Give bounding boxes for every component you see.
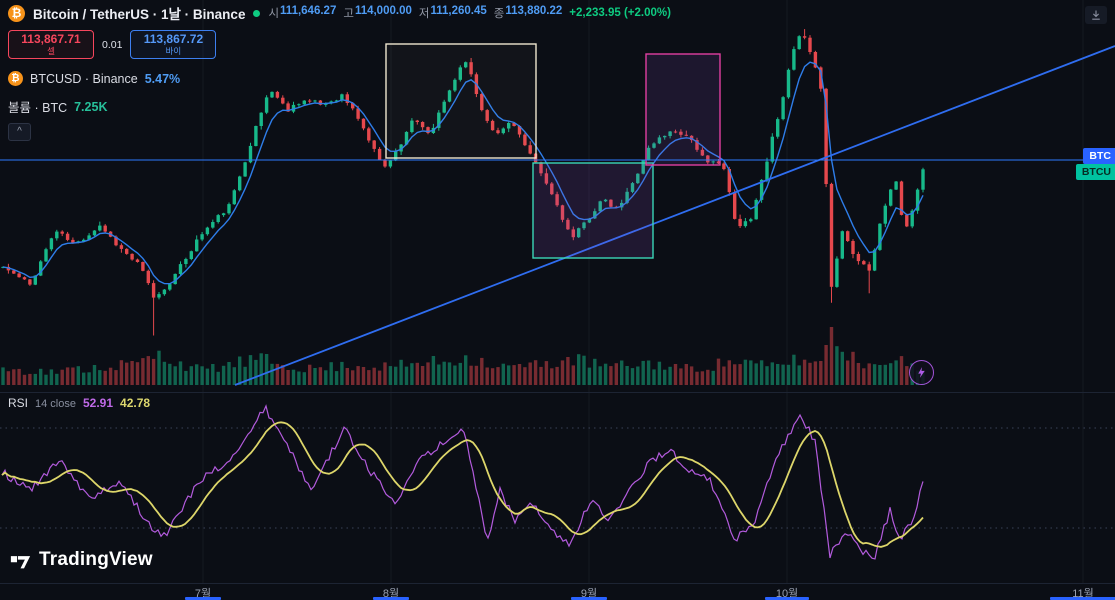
- high-value: 114,000.00: [354, 5, 412, 17]
- rsi-indicator-legend[interactable]: RSI 14 close 52.91 42.78: [8, 396, 150, 410]
- volume-value: 7.25K: [74, 99, 108, 114]
- buy-button[interactable]: 113,867.72 바이: [130, 30, 217, 59]
- market-open-dot: [253, 9, 261, 17]
- bitcoin-icon: ₿: [8, 71, 23, 86]
- drawing-boxes[interactable]: [385, 43, 721, 259]
- open-label: 시: [268, 8, 280, 20]
- close-label: 종: [493, 8, 505, 20]
- spread-value: 0.01: [102, 38, 123, 51]
- close-value: 113,880.22: [505, 5, 563, 17]
- overlay-change-value: 5.47%: [144, 71, 181, 86]
- price-label-btcu: BTCU: [1075, 164, 1115, 180]
- axis-month-highlight: [373, 597, 409, 600]
- pane-separators[interactable]: [0, 392, 1115, 584]
- rsi-ma-line: [1, 421, 924, 548]
- tradingview-watermark[interactable]: TradingView: [10, 549, 153, 571]
- arrow-down-icon: [1092, 10, 1100, 20]
- axis-month-highlight: [1050, 597, 1115, 600]
- collapse-panel-button[interactable]: ^: [8, 123, 31, 141]
- volume-label: 볼륨 · BTC: [8, 101, 68, 115]
- buy-label: 바이: [165, 45, 182, 56]
- sell-label: 셀: [47, 45, 55, 56]
- volume-bars[interactable]: [1, 327, 925, 385]
- high-label: 고: [343, 8, 354, 20]
- change-value: +2,233.95 (+2.00%): [569, 7, 671, 19]
- axis-month-highlight: [571, 597, 607, 600]
- axis-month-highlight: [185, 597, 221, 600]
- instant-trade-button[interactable]: [909, 360, 934, 385]
- scroll-to-latest-button[interactable]: [1085, 6, 1107, 24]
- axis-month-highlight: [765, 597, 809, 600]
- symbol-title[interactable]: Bitcoin / TetherUS · 1날 · Binance: [33, 7, 246, 22]
- rsi-name: RSI: [8, 396, 29, 410]
- watermark-text: TradingView: [39, 549, 153, 570]
- low-value: 111,260.45: [430, 5, 487, 17]
- rsi-value: 52.91: [83, 396, 114, 410]
- bitcoin-icon: ₿: [8, 4, 25, 22]
- trade-widget: 113,867.71 셀 0.01 113,867.72 바이: [8, 30, 217, 59]
- volume-legend[interactable]: 볼륨 · BTC 7.25K: [8, 97, 107, 116]
- overlay-symbol-label: BTCUSD · Binance: [30, 71, 138, 86]
- chevron-up-icon: ^: [17, 126, 22, 137]
- overlay-series-legend[interactable]: ₿ BTCUSD · Binance 5.47%: [8, 71, 180, 86]
- open-value: 111,646.27: [280, 5, 337, 17]
- price-label-btc: BTC: [1083, 148, 1115, 164]
- lightning-icon: [918, 367, 925, 378]
- candlesticks[interactable]: [1, 29, 925, 336]
- rsi-line: [1, 404, 924, 560]
- low-label: 저: [418, 8, 430, 20]
- time-axis[interactable]: 7월 8월 9월 10월 11월: [0, 583, 1115, 600]
- sell-price: 113,867.71: [21, 32, 81, 47]
- tradingview-logo-icon: [10, 555, 31, 568]
- rsi-params: 14 close: [35, 398, 76, 410]
- chart-header: ₿ Bitcoin / TetherUS · 1날 · Binance 시 111…: [8, 3, 671, 23]
- rsi-pane[interactable]: [0, 404, 1115, 560]
- rsi-ma-value: 42.78: [120, 396, 151, 410]
- ohlc-values: 시 111,646.27 고 114,000.00 저 111,260.45 종 113…: [268, 5, 670, 21]
- sell-button[interactable]: 113,867.71 셀: [8, 30, 94, 59]
- trend-line[interactable]: [234, 45, 1115, 386]
- buy-price: 113,867.72: [143, 32, 204, 47]
